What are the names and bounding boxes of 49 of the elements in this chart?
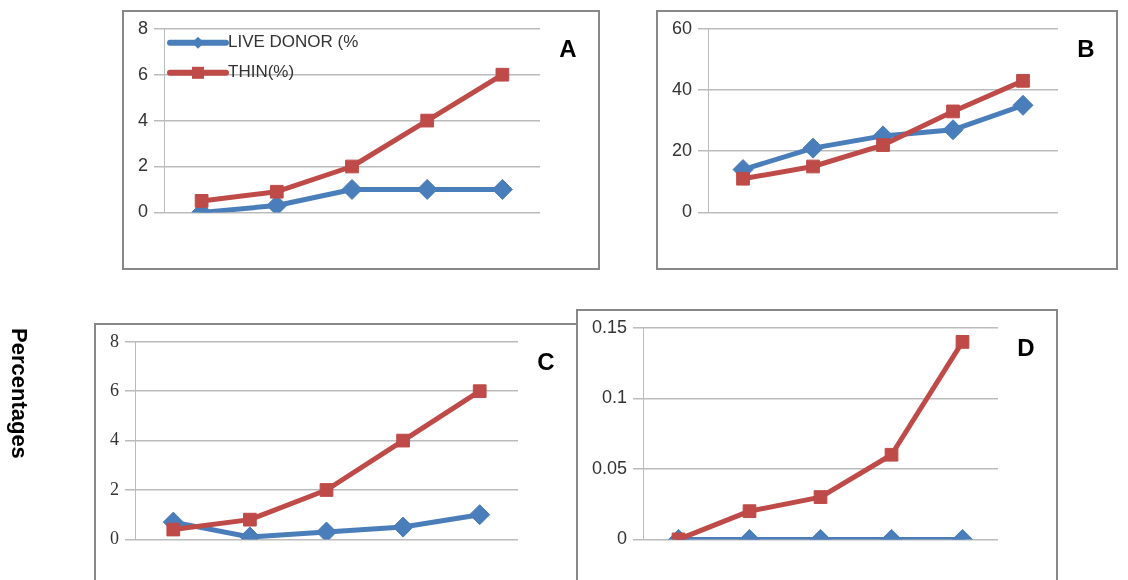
y-tick-label: 2 (110, 478, 119, 499)
y-tick-label: 4 (138, 109, 149, 130)
y-tick-label: 20 (671, 140, 693, 161)
point (269, 184, 284, 199)
point (1012, 94, 1034, 116)
point (392, 516, 414, 538)
y-tick-label: 4 (110, 429, 119, 450)
point (491, 178, 513, 200)
point (876, 138, 890, 152)
point (345, 159, 359, 174)
y-tick-label: 0.05 (591, 457, 628, 478)
legend-label: THIN(%) (228, 62, 295, 82)
y-tick-label: 0 (110, 528, 119, 549)
y-tick-label: 0.15 (591, 316, 628, 337)
point (736, 171, 750, 186)
point (942, 119, 964, 141)
point (946, 104, 960, 119)
y-axis-title: Percentages (6, 328, 32, 459)
point (316, 521, 337, 540)
y-tick-label: 8 (138, 17, 149, 38)
text: C (537, 348, 555, 376)
point (1016, 73, 1030, 88)
text: A (559, 35, 577, 63)
text: B (1077, 35, 1095, 63)
point (420, 113, 435, 128)
y-tick-label: 60 (671, 17, 693, 38)
point (166, 522, 181, 537)
point (319, 483, 334, 497)
point (194, 194, 209, 208)
point (495, 67, 510, 82)
y-tick-label: 2 (138, 155, 149, 176)
y-tick-label: 0 (682, 201, 693, 222)
y-tick-label: 0 (138, 201, 149, 222)
y-tick-label: 6 (138, 63, 149, 84)
y-tick-label: 0 (617, 528, 628, 549)
point (469, 504, 491, 526)
point (243, 512, 257, 527)
y-tick-label: 0.1 (602, 387, 628, 408)
point (341, 178, 363, 200)
point (396, 433, 410, 448)
y-tick-label: 6 (110, 379, 119, 400)
legend-label: LIVE DONOR (% (228, 32, 359, 52)
point (802, 137, 824, 159)
point (472, 384, 487, 399)
point (806, 159, 820, 174)
y-tick-label: 40 (671, 78, 693, 99)
y-tick-label: 8 (110, 330, 119, 351)
text: D (1017, 334, 1035, 362)
point (416, 178, 438, 200)
